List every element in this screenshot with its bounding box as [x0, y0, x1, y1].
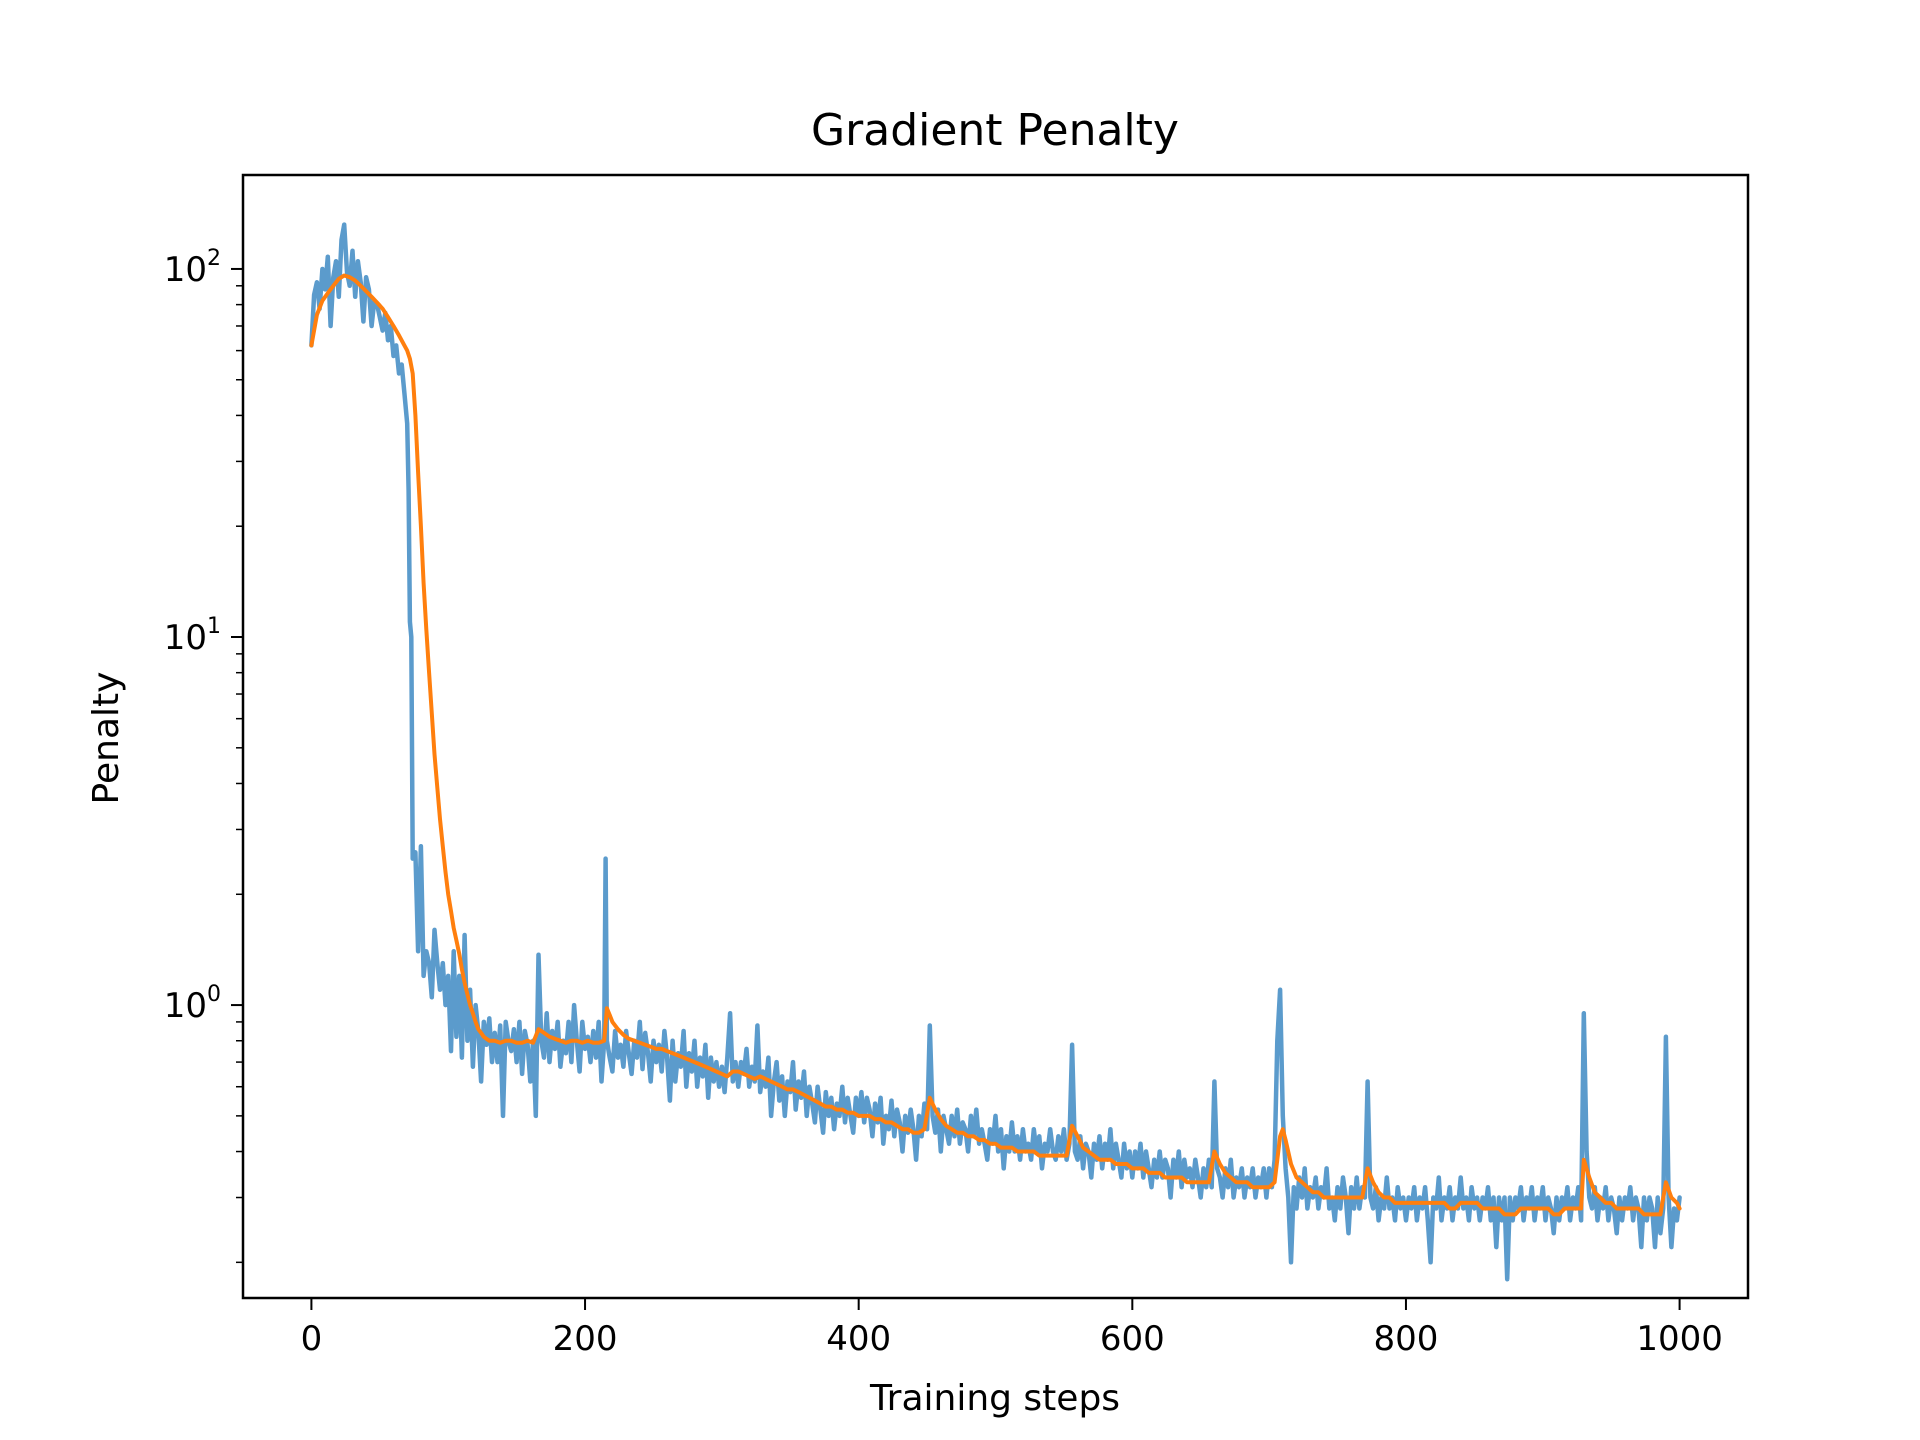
series-line-raw: [309, 222, 1682, 1282]
chart-title: Gradient Penalty: [811, 105, 1179, 156]
x-axis-label: Training steps: [869, 1378, 1120, 1419]
x-tick-label: 0: [301, 1319, 323, 1359]
plot-area: [309, 222, 1682, 1282]
x-tick-label: 800: [1374, 1319, 1439, 1359]
series-line-smoothed: [309, 273, 1682, 1217]
y-tick-label: 101: [164, 614, 221, 658]
axes: 0 200 400 600 800 1000 102 101 100: [164, 173, 1750, 1359]
y-axis-label: Penalty: [86, 672, 127, 805]
x-tick-label: 600: [1100, 1319, 1165, 1359]
x-tick-label: 1000: [1636, 1319, 1723, 1359]
axes-frame: [241, 173, 1750, 1300]
y-tick-label: 102: [164, 246, 221, 290]
x-tick-label: 200: [553, 1319, 618, 1359]
y-tick-label: 100: [164, 982, 221, 1026]
x-tick-label: 400: [826, 1319, 891, 1359]
